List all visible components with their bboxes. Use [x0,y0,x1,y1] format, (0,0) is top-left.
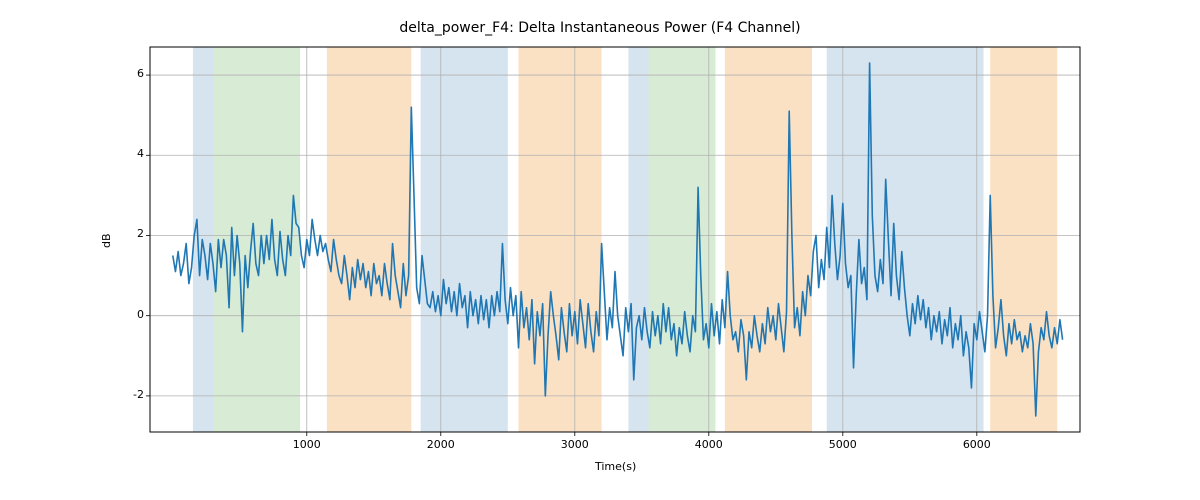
chart-plot-area [0,0,1200,500]
chart-figure: delta_power_F4: Delta Instantaneous Powe… [0,0,1200,500]
y-tick-label: 0 [114,308,144,321]
x-axis-label: Time(s) [595,460,636,473]
y-tick-label: 2 [114,227,144,240]
x-tick-label: 2000 [421,438,461,451]
y-tick-label: -2 [114,388,144,401]
x-tick-label: 4000 [689,438,729,451]
x-tick-label: 3000 [555,438,595,451]
y-axis-label: dB [100,233,113,248]
x-tick-label: 6000 [957,438,997,451]
x-tick-label: 1000 [287,438,327,451]
y-tick-label: 6 [114,67,144,80]
x-tick-label: 5000 [823,438,863,451]
y-tick-label: 4 [114,147,144,160]
